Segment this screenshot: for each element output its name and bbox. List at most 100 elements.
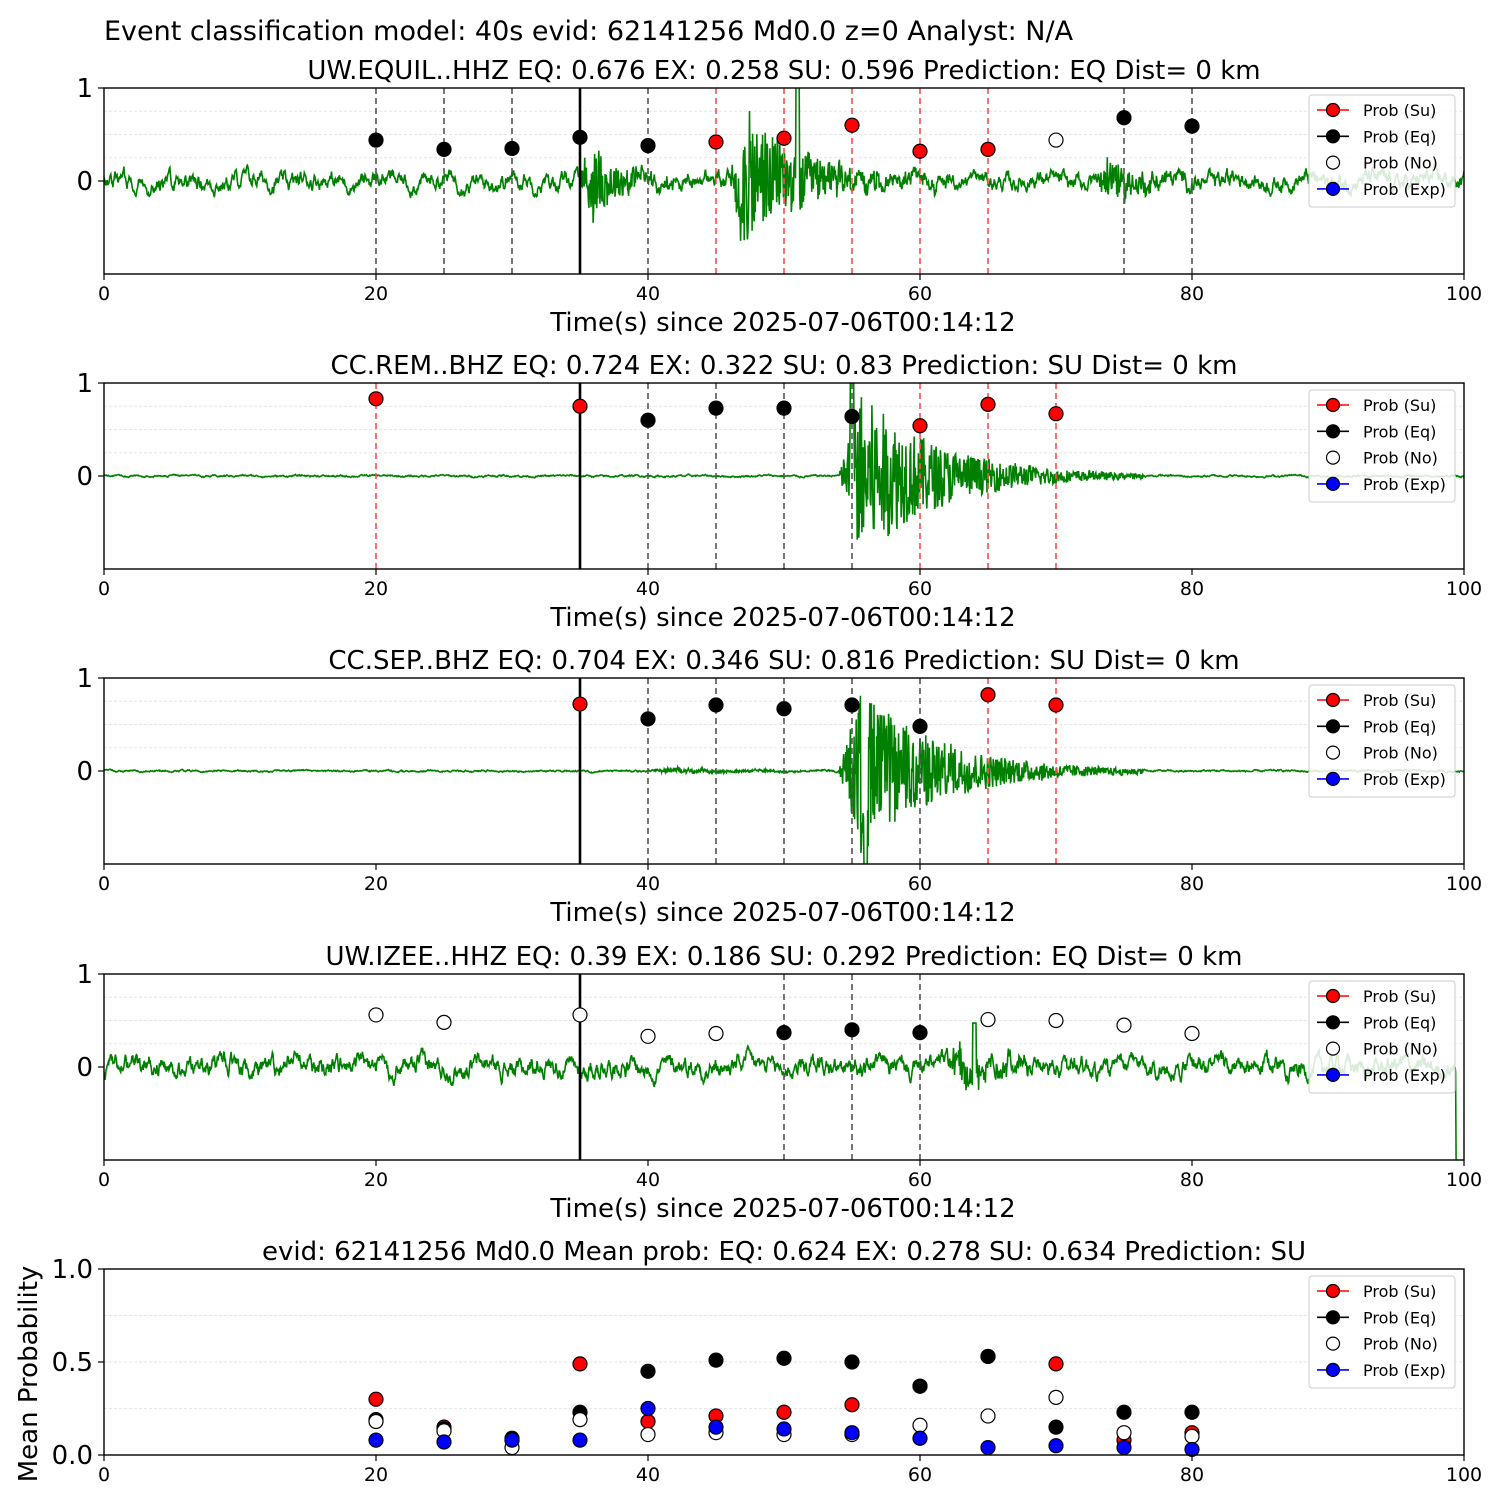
legend-marker	[1325, 450, 1341, 465]
prob-point-no	[980, 1011, 996, 1028]
prob-point-su	[980, 687, 996, 703]
x-tick-label: 40	[636, 283, 660, 305]
mean-prob-point-exp	[436, 1434, 452, 1450]
legend-marker	[1325, 1310, 1341, 1325]
prob-point-eq	[844, 1022, 860, 1038]
legend-label: Prob (Su)	[1363, 691, 1436, 710]
legend-box	[1308, 1275, 1456, 1389]
prob-point-su	[1048, 406, 1064, 422]
legend-label: Prob (No)	[1363, 449, 1438, 468]
mean-prob-point-exp	[844, 1425, 860, 1441]
legend-label: Prob (Exp)	[1363, 180, 1446, 199]
legend-label: Prob (Su)	[1363, 396, 1436, 415]
prob-point-no	[1048, 132, 1064, 148]
y-tick-label: 0	[76, 462, 93, 492]
prob-point-su	[980, 396, 996, 412]
x-tick-label: 20	[364, 283, 388, 305]
prob-point-eq	[708, 697, 724, 713]
legend: Prob (Su) Prob (Eq) Prob (No) Prob (Exp)	[1308, 1275, 1456, 1389]
x-tick-label: 0	[98, 578, 110, 600]
prob-point-eq	[1184, 118, 1200, 134]
mean-prob-point-exp	[368, 1432, 384, 1448]
legend-marker	[1325, 1283, 1341, 1299]
prob-point-no	[368, 1007, 384, 1023]
prob-point-no	[1048, 1012, 1064, 1029]
mean-prob-point-eq	[1116, 1404, 1132, 1420]
panel-5: evid: 62141256 Md0.0 Mean prob: EQ: 0.62…	[14, 1237, 1482, 1486]
legend-label: Prob (No)	[1363, 1040, 1438, 1059]
prob-point-no	[640, 1028, 656, 1044]
legend-label: Prob (Exp)	[1363, 1066, 1446, 1085]
panel-title: CC.REM..BHZ EQ: 0.724 EX: 0.322 SU: 0.83…	[331, 351, 1238, 381]
x-tick-label: 40	[636, 873, 660, 895]
legend-marker	[1325, 719, 1341, 734]
legend-box	[1308, 980, 1456, 1094]
mean-prob-point-su	[572, 1356, 588, 1372]
legend-label: Prob (Eq)	[1363, 717, 1436, 736]
legend-marker	[1325, 1362, 1341, 1378]
prob-point-su	[912, 418, 928, 434]
mean-prob-point-eq	[776, 1350, 792, 1366]
y-tick-label: 1	[76, 664, 93, 694]
legend-label: Prob (Exp)	[1363, 1361, 1446, 1380]
panel-title: CC.SEP..BHZ EQ: 0.704 EX: 0.346 SU: 0.81…	[328, 646, 1239, 676]
legend-marker	[1325, 1015, 1341, 1030]
panel-4: UW.IZEE..HHZ EQ: 0.39 EX: 0.186 SU: 0.29…	[76, 942, 1482, 1224]
y-tick-label: 1.0	[52, 1255, 93, 1285]
legend: Prob (Su) Prob (Eq) Prob (No) Prob (Exp)	[1308, 389, 1456, 503]
panel-title: UW.IZEE..HHZ EQ: 0.39 EX: 0.186 SU: 0.29…	[326, 942, 1243, 972]
prob-point-su	[368, 391, 384, 407]
legend-marker	[1325, 181, 1341, 196]
x-axis-label: Time(s) since 2025-07-06T00:14:12	[549, 898, 1015, 928]
legend-label: Prob (No)	[1363, 744, 1438, 763]
x-tick-label: 60	[908, 1464, 932, 1486]
prob-point-su	[844, 117, 860, 133]
legend-marker	[1325, 988, 1341, 1004]
x-tick-label: 20	[364, 578, 388, 600]
legend-marker	[1325, 102, 1341, 118]
panel-1: UW.EQUIL..HHZ EQ: 0.676 EX: 0.258 SU: 0.…	[76, 56, 1482, 338]
prob-point-eq	[912, 718, 928, 734]
legend-label: Prob (Eq)	[1363, 1308, 1436, 1327]
mean-prob-point-eq	[912, 1378, 928, 1394]
mean-prob-point-exp	[912, 1430, 928, 1446]
prob-point-eq	[1116, 110, 1132, 126]
panel-title: evid: 62141256 Md0.0 Mean prob: EQ: 0.62…	[262, 1237, 1306, 1267]
prob-point-su	[1048, 697, 1064, 713]
mean-prob-point-no	[572, 1412, 588, 1428]
legend-marker	[1325, 1336, 1341, 1351]
prob-point-eq	[368, 132, 384, 148]
prob-point-no	[708, 1025, 724, 1042]
legend-box	[1308, 389, 1456, 503]
legend-marker	[1325, 745, 1341, 760]
legend: Prob (Su) Prob (Eq) Prob (No) Prob (Exp)	[1308, 980, 1456, 1094]
figure-suptitle: Event classification model: 40s evid: 62…	[104, 16, 1074, 47]
mean-prob-point-eq	[640, 1363, 656, 1379]
mean-prob-point-eq	[844, 1354, 860, 1370]
x-tick-label: 20	[364, 1169, 388, 1191]
y-axis-label: Mean Probability	[14, 1266, 44, 1483]
x-tick-label: 40	[636, 578, 660, 600]
prob-point-eq	[504, 140, 520, 157]
prob-point-su	[776, 130, 792, 146]
legend-marker	[1325, 424, 1341, 439]
x-tick-label: 80	[1180, 283, 1204, 305]
legend-label: Prob (Su)	[1363, 1282, 1436, 1301]
prob-point-su	[708, 134, 724, 150]
legend-box	[1308, 684, 1456, 798]
x-tick-label: 60	[908, 873, 932, 895]
mean-prob-point-no	[980, 1408, 996, 1424]
y-tick-label: 1	[76, 74, 93, 104]
legend-marker	[1325, 129, 1341, 144]
prob-point-eq	[436, 141, 452, 157]
mean-prob-point-no	[1048, 1389, 1064, 1405]
legend-label: Prob (Su)	[1363, 101, 1436, 120]
x-tick-label: 40	[636, 1169, 660, 1191]
legend-marker	[1325, 771, 1341, 787]
x-tick-label: 0	[98, 283, 110, 305]
x-tick-label: 40	[636, 1464, 660, 1486]
prob-point-no	[572, 1007, 588, 1023]
x-axis-label: Time(s) since 2025-07-06T00:14:12	[549, 1194, 1015, 1224]
mean-prob-point-no	[1116, 1425, 1132, 1441]
